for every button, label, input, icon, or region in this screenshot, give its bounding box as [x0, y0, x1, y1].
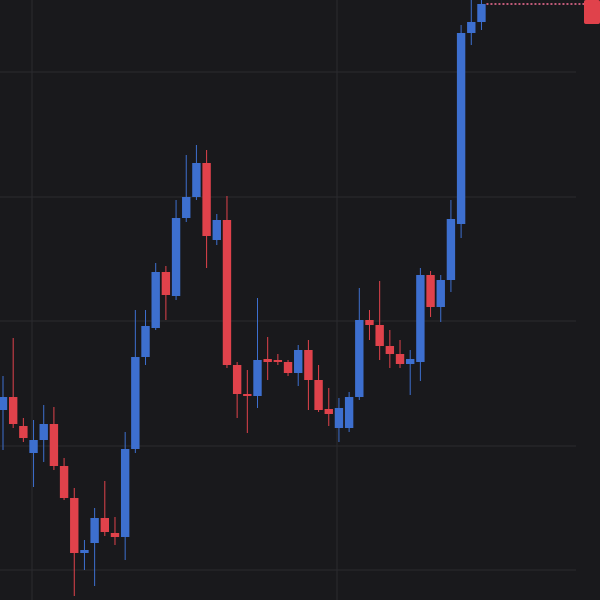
candle-body [456, 33, 466, 224]
candle-body [273, 360, 283, 362]
candle-body [90, 518, 99, 543]
candle-body [294, 350, 303, 373]
candle-body [192, 163, 201, 197]
candle-body [355, 320, 364, 397]
candle-body [70, 498, 79, 553]
candle-body [304, 350, 313, 380]
candle-body [161, 272, 171, 295]
candle-body [0, 397, 8, 410]
candle-body [314, 380, 323, 410]
candle-body [110, 533, 120, 537]
candle-body [141, 326, 150, 357]
candle-body [151, 272, 160, 328]
candle-body [212, 220, 221, 240]
candle-body [171, 218, 181, 296]
candle-body [385, 346, 395, 354]
candle-body [131, 357, 140, 449]
candle-body [120, 449, 130, 537]
candle-body [182, 197, 191, 218]
candle-body [467, 22, 476, 33]
candle-body [426, 275, 435, 307]
candle-body [8, 397, 18, 424]
candle-body [283, 362, 293, 373]
candle-body [29, 440, 38, 453]
candle-body [477, 4, 486, 22]
candle-body [202, 163, 211, 236]
candle-body [334, 408, 344, 428]
candle-body [59, 466, 69, 498]
candle-body [243, 394, 252, 396]
candle-body [395, 354, 405, 364]
candle-body [365, 320, 374, 325]
candle-body [80, 550, 89, 553]
candle-body [436, 280, 445, 307]
candle-body [253, 360, 262, 396]
candle-body [263, 359, 272, 362]
candle-body [416, 275, 425, 362]
candle-body [100, 518, 109, 532]
candle-body [232, 365, 242, 394]
candle-body [324, 409, 333, 414]
candle-body [375, 325, 384, 346]
candle-body [344, 397, 354, 428]
candle-body [406, 359, 415, 364]
last-price-marker [584, 0, 600, 24]
candle-body [19, 426, 28, 438]
candle-body [49, 424, 59, 466]
candle-body [222, 220, 232, 365]
candle-body [446, 219, 456, 280]
candle-body [39, 424, 48, 440]
